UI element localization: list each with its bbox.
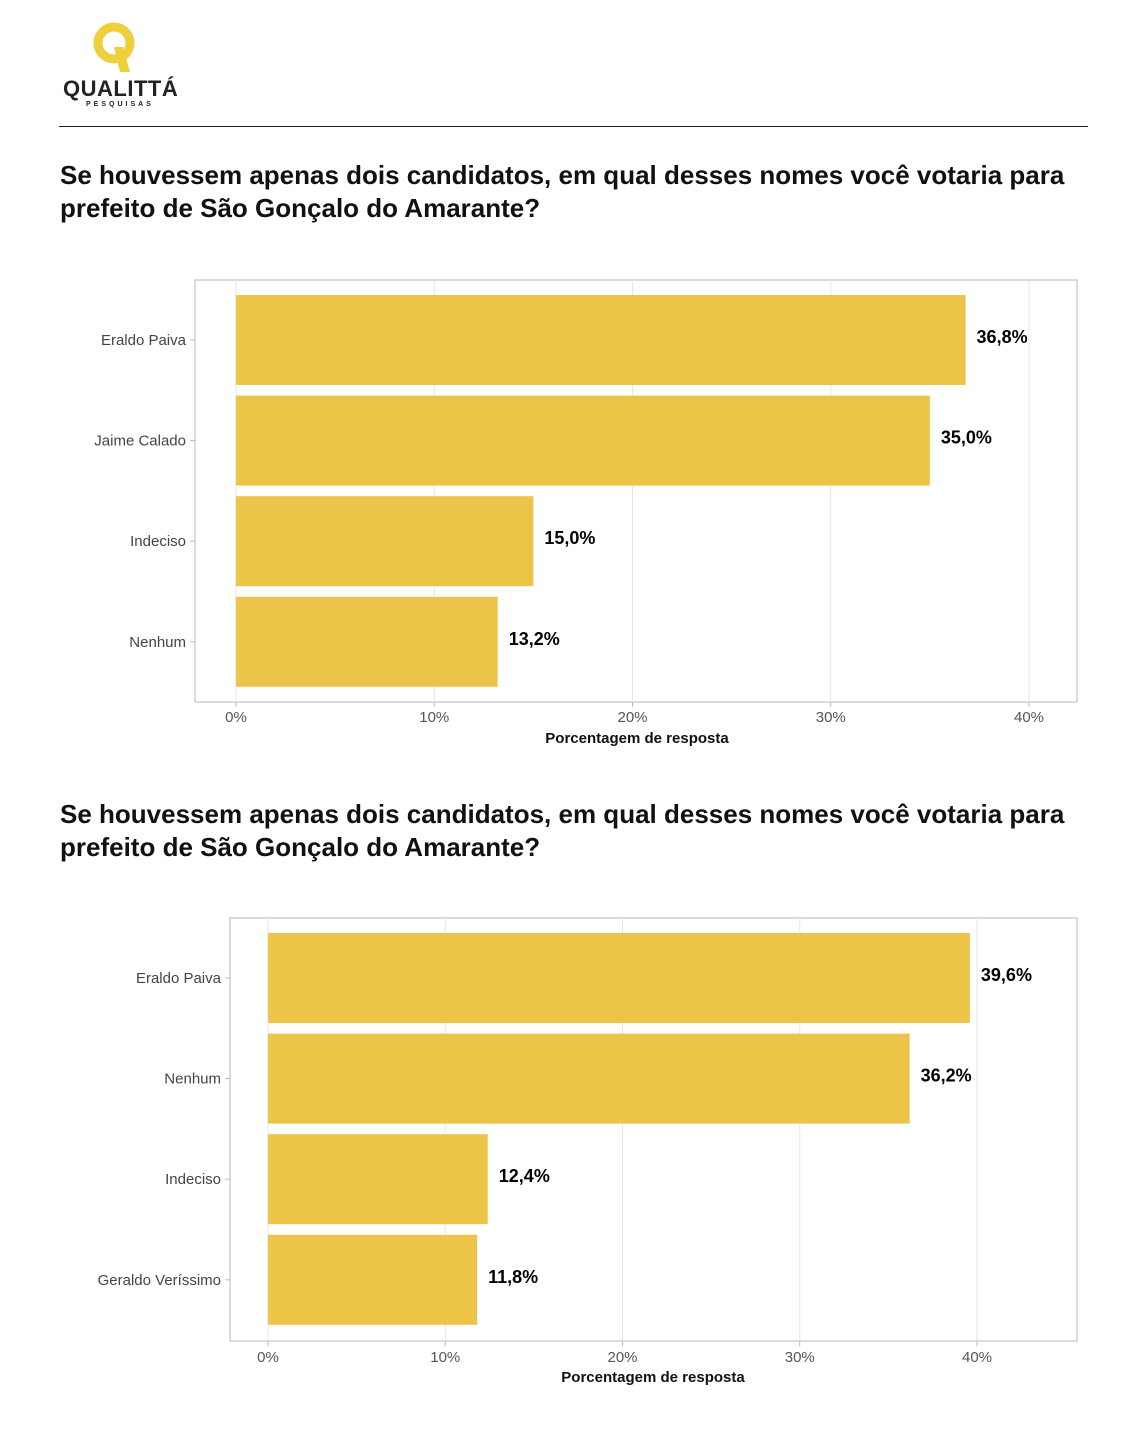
value-label: 12,4% [499,1166,550,1186]
x-tick-label: 30% [816,709,846,726]
x-tick-label: 0% [257,1349,279,1366]
x-tick-label: 40% [1014,709,1044,726]
category-label: Eraldo Paiva [101,332,187,349]
logo-brand-text: QUALITTÁ [63,76,179,101]
x-tick-label: 20% [607,1349,637,1366]
bar [268,1134,488,1225]
bar [236,295,966,385]
x-tick-label: 10% [419,709,449,726]
chart-1-svg: 0% 10% 20% 30% 40% Eraldo Paiva 36,8% Jaime Cal… [94,279,1078,747]
bar [236,596,498,687]
qualitta-logo: QUALITTÁ PESQUISAS [60,22,190,112]
category-label: Indeciso [165,1171,221,1188]
chart-1-title: Se houvessem apenas dois candidatos, em … [60,160,1065,223]
value-label: 11,8% [488,1267,538,1287]
value-label: 36,2% [921,1066,972,1086]
header-divider [59,126,1088,127]
logo-q-icon [93,22,135,72]
chart-1: 0% 10% 20% 30% 40% Eraldo Paiva 36,8% Jaime Cal… [94,279,1078,747]
category-label: Indeciso [130,533,186,550]
value-label: 39,6% [981,965,1032,985]
category-label: Nenhum [129,634,186,651]
x-tick-label: 0% [225,709,247,726]
x-tick-label: 40% [962,1349,992,1366]
x-axis-title: Porcentagem de resposta [545,730,729,747]
x-tick-label: 20% [617,709,647,726]
x-tick-label: 10% [430,1349,460,1366]
chart-2-title: Se houvessem apenas dois candidatos, em … [60,799,1065,862]
bar [236,496,534,587]
chart-2: 0% 10% 20% 30% 40% Eraldo Paiva 39,6% Nenhum 36,… [98,917,1078,1386]
value-label: 13,2% [509,629,560,649]
logo-sub-text: PESQUISAS [86,101,154,108]
bar [236,395,930,486]
value-label: 36,8% [977,327,1028,347]
x-tick-label: 30% [785,1349,815,1366]
chart-2-svg: 0% 10% 20% 30% 40% Eraldo Paiva 39,6% Nenhum 36,… [98,917,1078,1386]
category-label: Jaime Calado [94,433,186,450]
category-label: Nenhum [164,1071,221,1088]
value-label: 15,0% [544,528,595,548]
bar [268,1234,478,1325]
bar [268,1033,910,1124]
panel-border [194,279,1078,703]
panel-border [229,917,1078,1342]
x-axis-title: Porcentagem de resposta [561,1369,745,1386]
bar [268,933,970,1023]
category-label: Eraldo Paiva [136,970,222,987]
category-label: Geraldo Veríssimo [98,1272,221,1289]
value-label: 35,0% [941,428,992,448]
